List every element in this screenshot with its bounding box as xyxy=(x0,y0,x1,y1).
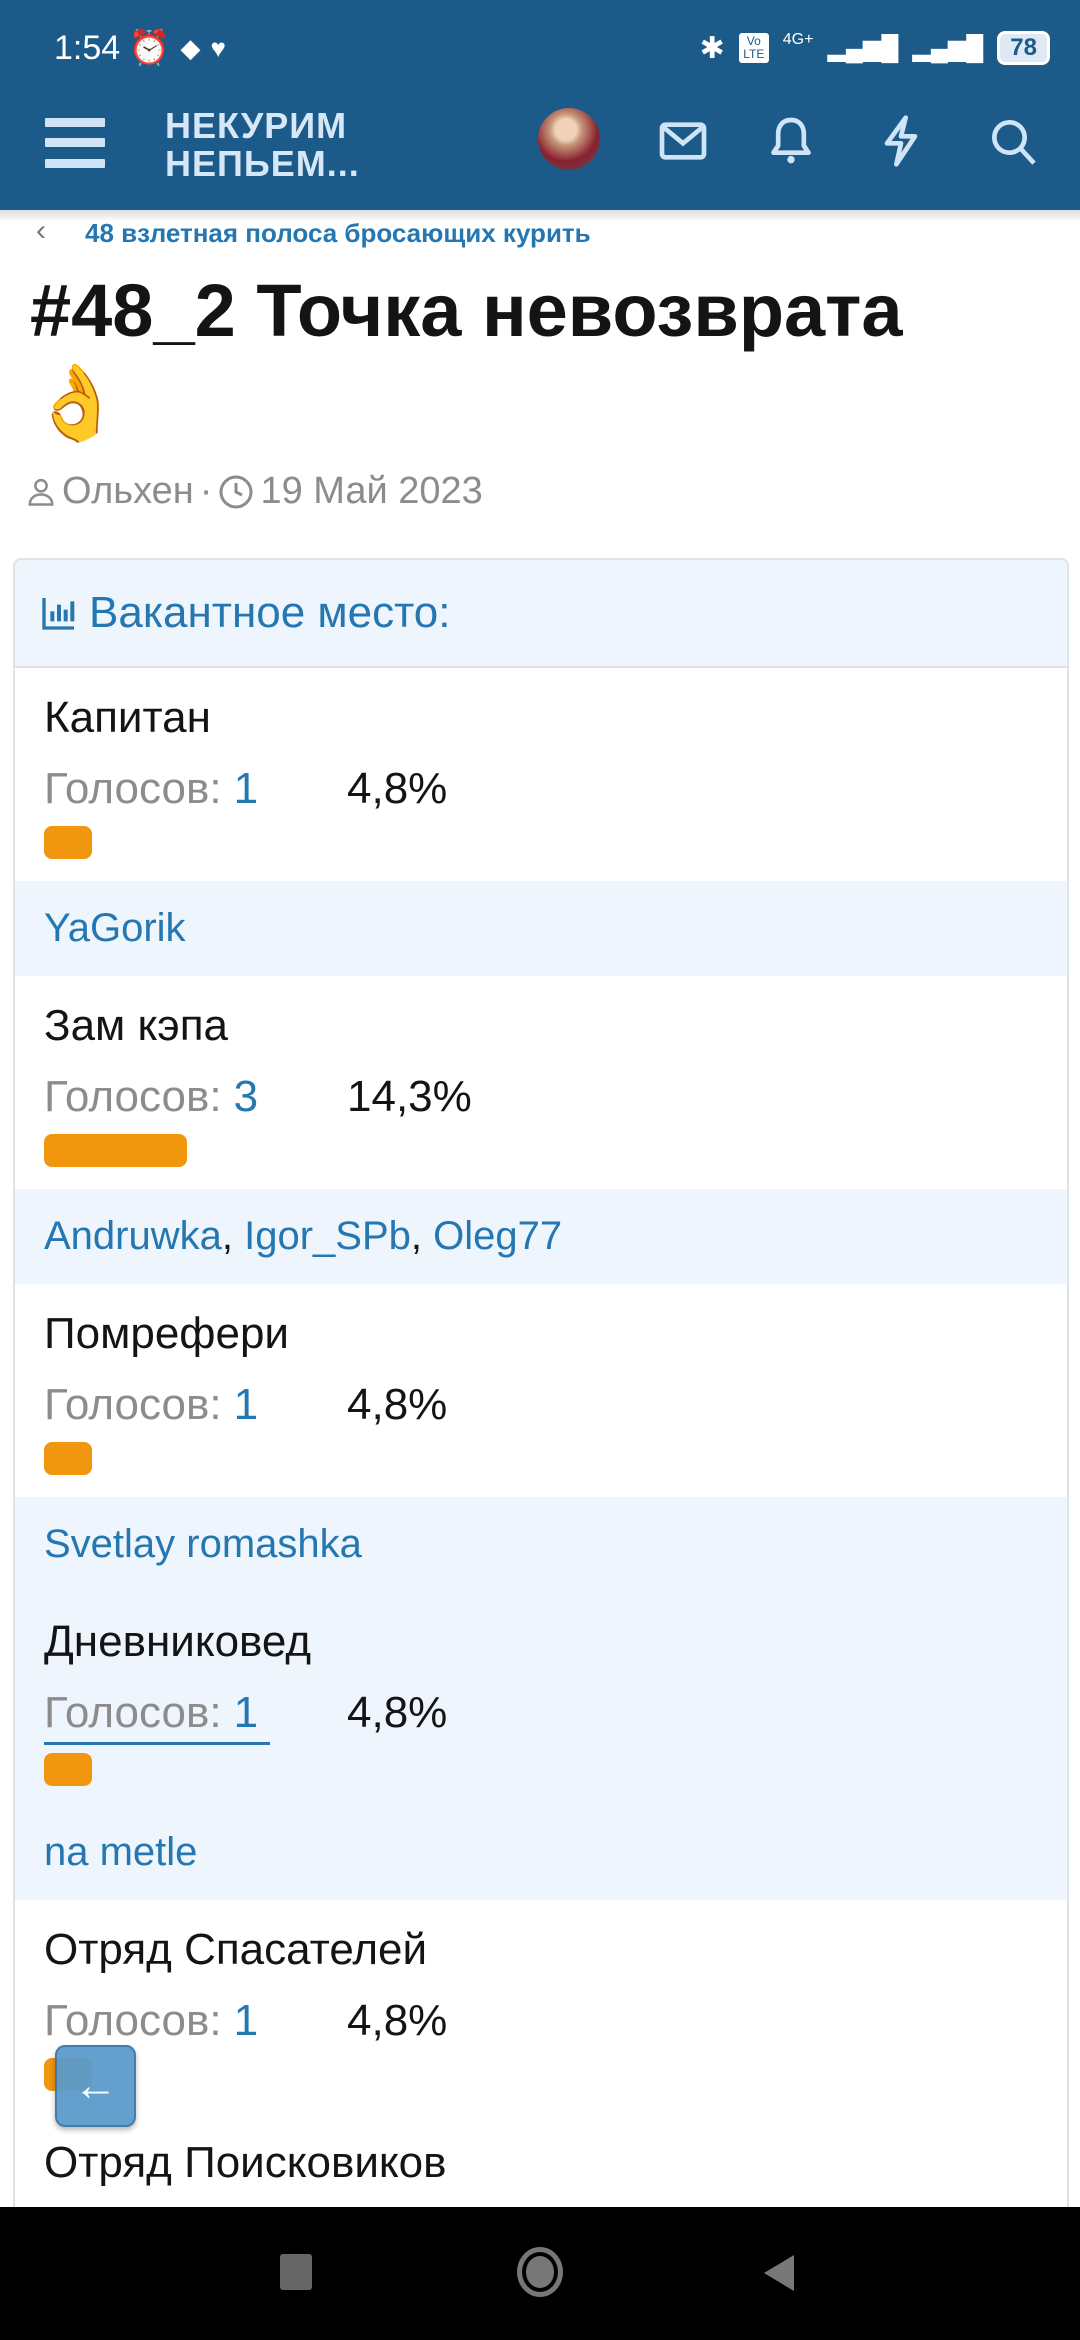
signal-icon-2: ▂▄▆█ xyxy=(912,34,984,62)
votes-number: 1 xyxy=(233,1688,259,1737)
poll-title: Вакантное место: xyxy=(89,588,451,637)
poll-option: Отряд Спасателей Голосов: 1 4,8% xyxy=(15,1900,1067,2113)
voter-link[interactable]: Svetlay romashka xyxy=(44,1522,362,1566)
lightning-icon[interactable] xyxy=(873,113,929,169)
votes-number: 1 xyxy=(233,1996,259,2045)
votes-number: 3 xyxy=(233,1072,259,1121)
votes-label: Голосов: xyxy=(44,1688,222,1737)
vote-percent: 4,8% xyxy=(347,764,448,813)
arrow-left-icon: ← xyxy=(73,2061,118,2110)
vote-count[interactable]: Голосов: 1 4,8% xyxy=(44,1684,1037,1745)
poll-option: Отряд Поисковиков xyxy=(15,2113,1067,2256)
voter-link[interactable]: Igor_SPb xyxy=(244,1214,411,1258)
network-type: 4G+ xyxy=(782,30,814,48)
bluetooth-icon: ✱ xyxy=(699,31,725,65)
option-label: Дневниковед xyxy=(44,1617,312,1666)
back-nav-button[interactable] xyxy=(764,2255,794,2291)
vote-count[interactable]: Голосов: 1 4,8% xyxy=(44,1992,1037,2050)
option-label: Капитан xyxy=(44,693,211,742)
poll-option: Капитан Голосов: 1 4,8% xyxy=(15,668,1067,881)
app-notification-icon-2: ♥ xyxy=(210,32,226,63)
search-icon[interactable] xyxy=(985,113,1041,169)
back-button[interactable]: ← xyxy=(55,2045,136,2127)
site-logo[interactable]: НЕКУРИМ НЕПЬЕМ... xyxy=(165,107,360,183)
comma: , xyxy=(221,1214,245,1258)
voter-link[interactable]: Oleg77 xyxy=(433,1214,563,1258)
voters-list: Andruwka, Igor_SPb, Oleg77 xyxy=(15,1189,1067,1284)
vote-bar xyxy=(44,1134,187,1167)
votes-label: Голосов: xyxy=(44,1072,222,1121)
breadcrumb[interactable]: ‹ 48 взлетная полоса бросающих курить xyxy=(0,210,1080,250)
avatar[interactable] xyxy=(538,108,600,170)
signal-icon: ▂▄▆█ xyxy=(827,34,899,62)
voters-list: YaGorik xyxy=(15,881,1067,976)
post-date[interactable]: 19 Май 2023 xyxy=(260,470,483,512)
home-button[interactable] xyxy=(517,2247,563,2297)
user-icon xyxy=(28,478,54,506)
title-text: #48_2 Точка невозврата xyxy=(30,269,903,352)
volte-icon: Vo LTE xyxy=(738,33,769,63)
vote-count[interactable]: Голосов: 1 4,8% xyxy=(44,760,1037,818)
alarm-icon: ⏰ xyxy=(128,29,171,67)
option-label: Отряд Поисковиков xyxy=(44,2138,447,2187)
chevron-left-icon: ‹ xyxy=(36,214,46,247)
status-bar: 1:54 ⏰ ◆ ♥ ✱ Vo LTE 4G+ ▂▄▆█ ▂▄▆█ 78 xyxy=(54,28,1050,68)
poll-header: Вакантное место: xyxy=(15,560,1067,668)
option-label: Отряд Спасателей xyxy=(44,1925,428,1974)
votes-number: 1 xyxy=(233,764,259,813)
vote-percent: 4,8% xyxy=(347,1380,448,1429)
clock: 1:54 xyxy=(54,28,121,67)
author-link[interactable]: Ольхен xyxy=(62,470,194,512)
vote-percent: 14,3% xyxy=(347,1072,472,1121)
battery-icon: 78 xyxy=(997,31,1050,65)
option-label: Помрефери xyxy=(44,1309,290,1358)
comma: , xyxy=(410,1214,434,1258)
poll-option: Зам кэпа Голосов: 3 14,3% xyxy=(15,976,1067,1189)
mail-icon[interactable] xyxy=(655,113,711,169)
system-nav-bar xyxy=(0,2207,1080,2340)
app-notification-icon: ◆ xyxy=(180,32,201,63)
vote-count[interactable]: Голосов: 3 14,3% xyxy=(44,1068,1037,1126)
clock-icon xyxy=(219,475,253,508)
poll-option: Помрефери Голосов: 1 4,8% xyxy=(15,1284,1067,1497)
logo-line: НЕПЬЕМ... xyxy=(165,143,360,184)
voter-link[interactable]: YaGorik xyxy=(44,906,186,950)
voter-link[interactable]: na metle xyxy=(44,1830,198,1874)
thread-meta: Ольхен · 19 Май 2023 xyxy=(26,470,483,513)
vote-bar xyxy=(44,1442,92,1475)
bell-icon[interactable] xyxy=(763,113,819,169)
votes-label: Голосов: xyxy=(44,1996,222,2045)
voters-list: na metle xyxy=(15,1805,1067,1900)
poll-card: Вакантное место: Капитан Голосов: 1 4,8% Y… xyxy=(13,558,1069,2258)
option-label: Зам кэпа xyxy=(44,1001,229,1050)
votes-label: Голосов: xyxy=(44,1380,222,1429)
voter-link[interactable]: Andruwka xyxy=(44,1214,222,1258)
app-header: 1:54 ⏰ ◆ ♥ ✱ Vo LTE 4G+ ▂▄▆█ ▂▄▆█ 78 НЕК… xyxy=(0,0,1080,210)
votes-number: 1 xyxy=(233,1380,259,1429)
bar-chart-icon xyxy=(42,598,75,630)
logo-line: НЕКУРИМ xyxy=(165,105,348,146)
vote-percent: 4,8% xyxy=(347,1688,448,1737)
vote-percent: 4,8% xyxy=(347,1996,448,2045)
vote-bar xyxy=(44,826,92,859)
menu-icon[interactable] xyxy=(45,117,105,168)
vote-count[interactable]: Голосов: 1 4,8% xyxy=(44,1376,1037,1434)
poll-option: Дневниковед Голосов: 1 4,8% xyxy=(15,1592,1067,1805)
voters-list: Svetlay romashka xyxy=(15,1497,1067,1592)
votes-label: Голосов: xyxy=(44,764,222,813)
separator: · xyxy=(199,470,213,512)
page-title: #48_2 Точка невозврата 👌 xyxy=(30,265,1060,449)
vote-bar xyxy=(44,1753,92,1786)
ok-hand-emoji: 👌 xyxy=(30,361,123,444)
breadcrumb-link[interactable]: 48 взлетная полоса бросающих курить xyxy=(85,218,591,248)
recents-button[interactable] xyxy=(280,2254,312,2290)
